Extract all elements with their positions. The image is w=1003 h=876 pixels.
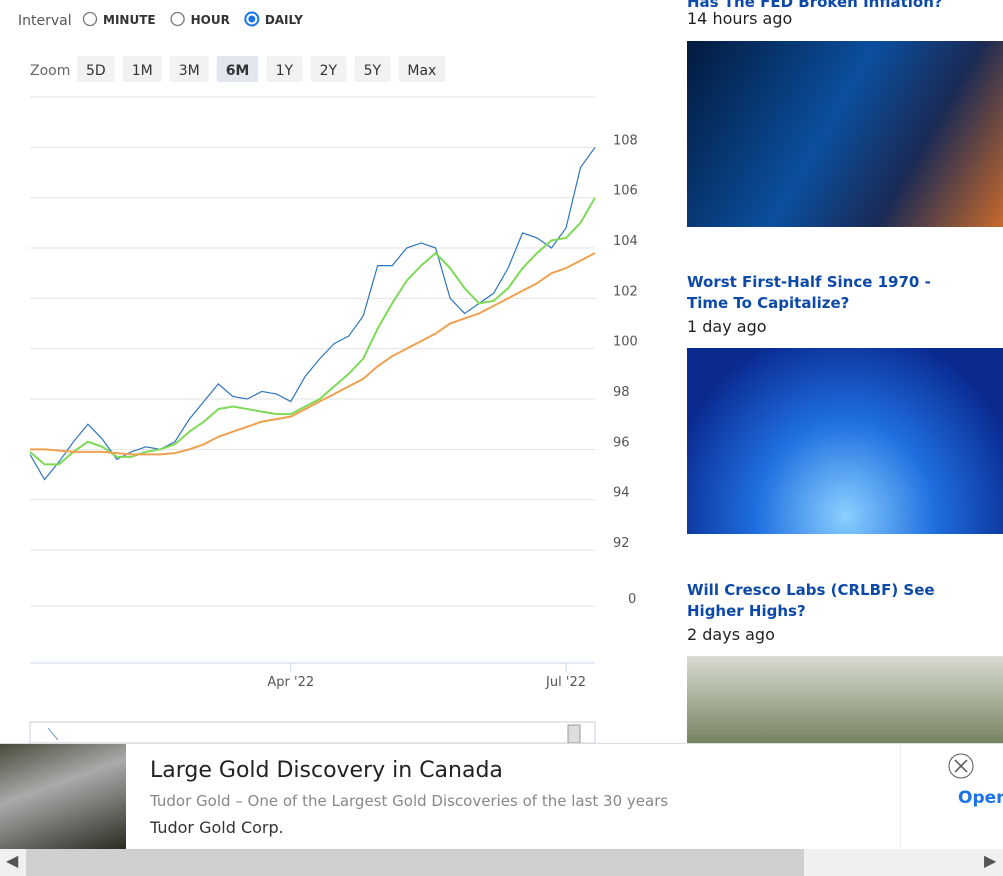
zoom-button[interactable] <box>354 56 391 82</box>
zoom-button-label[interactable]: 6M <box>226 63 250 79</box>
y-tick-label: 0 <box>628 592 636 607</box>
y-tick-label: 96 <box>613 435 630 450</box>
ad-text: Tudor Gold – One of the Largest Gold Dis… <box>150 792 669 810</box>
y-tick-label: 108 <box>613 133 638 148</box>
ad-image <box>0 744 126 850</box>
y-tick-label: 98 <box>613 385 630 400</box>
radio[interactable] <box>82 11 98 27</box>
scroll-right[interactable]: ▶ <box>984 851 997 870</box>
zoom-button[interactable] <box>266 56 303 82</box>
zoom-button-label[interactable]: Max <box>407 63 436 79</box>
news-image[interactable] <box>687 41 1003 227</box>
scroll-thumb[interactable] <box>26 849 804 876</box>
scroll-left[interactable]: ◀ <box>6 851 19 870</box>
zoom-button[interactable] <box>310 56 347 82</box>
close-icon[interactable] <box>947 752 975 780</box>
ad-button[interactable]: Open <box>958 788 1003 808</box>
zoom-button-label[interactable]: 5D <box>86 63 106 79</box>
divider <box>900 744 901 850</box>
data-line <box>29 146 596 481</box>
news-title[interactable]: Has The FED Broken Inflation? <box>687 0 943 11</box>
zoom-label: Zoom <box>30 63 70 79</box>
radio-label[interactable]: MINUTE <box>103 13 156 27</box>
data-line <box>29 197 596 466</box>
zoom-button[interactable] <box>216 56 259 82</box>
y-tick-label: 100 <box>613 335 638 350</box>
news-title[interactable]: Will Cresco Labs (CRLBF) See Higher High… <box>687 581 935 620</box>
chart-panel: Interval Zoom MINUTE HOUR DAILY 5D 1M 3M 6M 1Y 2… <box>18 11 638 743</box>
y-tick-label: 94 <box>613 486 630 501</box>
y-tick-label: 92 <box>613 536 630 551</box>
zoom-button-label[interactable]: 2Y <box>320 63 338 79</box>
zoom-button[interactable] <box>77 56 115 82</box>
x-tick-label: Apr '22 <box>267 675 314 690</box>
y-tick-label: 106 <box>613 184 638 199</box>
radio[interactable] <box>170 11 185 27</box>
interval-label: Interval <box>18 13 72 29</box>
news-image[interactable] <box>687 348 1003 534</box>
radio-label[interactable]: HOUR <box>191 13 230 27</box>
news-column: Has The FED Broken Inflation? 14 hours a… <box>687 0 1003 842</box>
zoom-button-label[interactable]: 1Y <box>276 63 294 79</box>
ad-banner[interactable]: Large Gold Discovery in Canada Tudor Gol… <box>0 743 1003 850</box>
data-line <box>30 252 596 456</box>
news-time: 2 days ago <box>687 625 775 644</box>
radio-label[interactable]: DAILY <box>265 13 303 27</box>
x-tick-label: Jul '22 <box>545 675 586 690</box>
navigator-handle[interactable] <box>567 724 581 743</box>
zoom-button-label[interactable]: 5Y <box>364 63 382 79</box>
zoom-button[interactable] <box>122 56 162 82</box>
zoom-button[interactable] <box>398 56 446 82</box>
y-tick-label: 104 <box>613 234 638 249</box>
y-tick-label: 102 <box>613 284 638 299</box>
navigator-line <box>47 727 59 741</box>
news-time: 14 hours ago <box>687 9 793 28</box>
zoom-button-label[interactable]: 3M <box>179 63 200 79</box>
radio-dot <box>248 15 256 23</box>
news-time: 1 day ago <box>687 317 767 336</box>
navigator <box>29 721 596 743</box>
zoom-button[interactable] <box>169 56 209 82</box>
ad-sponsor: Tudor Gold Corp. <box>150 818 284 837</box>
news-title[interactable]: Worst First-Half Since 1970 - Time To Ca… <box>687 273 931 312</box>
zoom-button-label[interactable]: 1M <box>132 63 153 79</box>
scrollbar[interactable]: ◀ ▶ <box>0 849 1003 876</box>
ad-title: Large Gold Discovery in Canada <box>150 758 503 783</box>
